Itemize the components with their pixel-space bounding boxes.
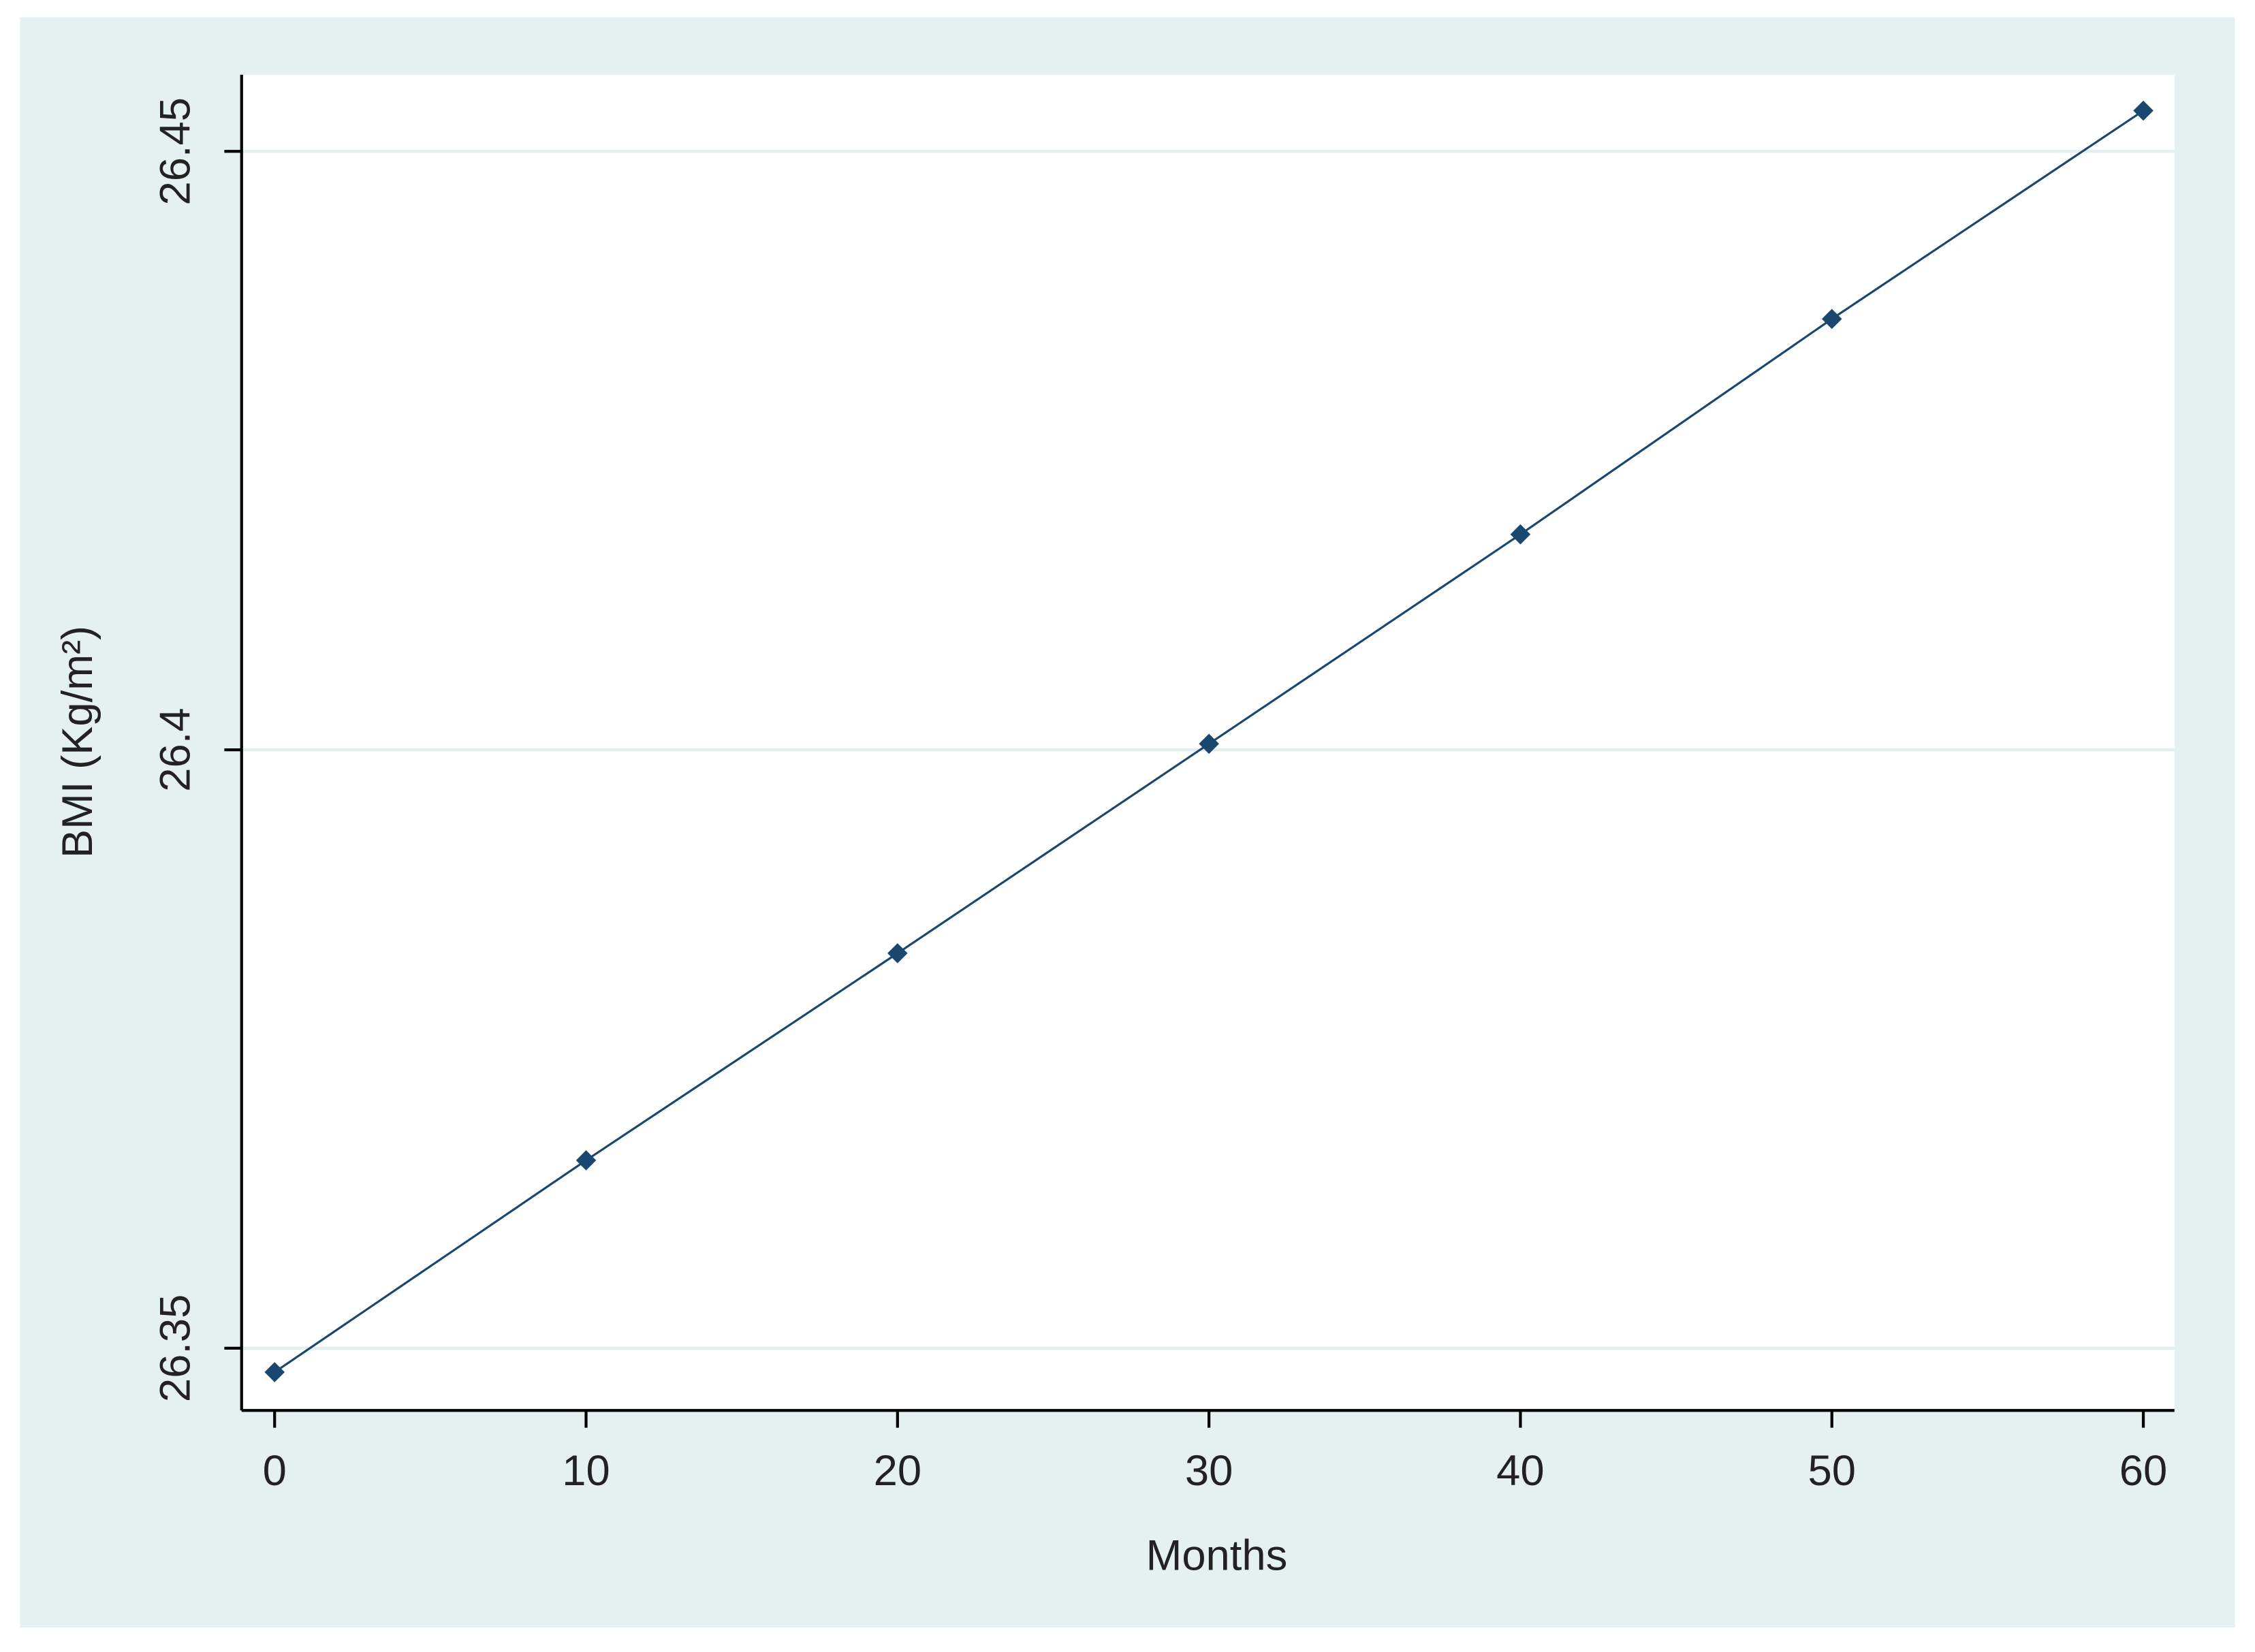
x-tick-label: 40 [1496, 1447, 1544, 1495]
data-point [264, 1362, 285, 1382]
x-tick-label: 50 [1808, 1447, 1855, 1495]
data-point [575, 1150, 597, 1171]
x-tick-label: 60 [2119, 1447, 2167, 1495]
x-tick-label: 0 [263, 1447, 287, 1495]
x-tick-label: 20 [874, 1447, 921, 1495]
y-axis-label: BMI (Kg/m²) [54, 626, 101, 858]
data-point [1510, 524, 1531, 545]
data-point [2133, 100, 2154, 121]
data-point [1199, 733, 1219, 754]
x-tick-label: 30 [1185, 1447, 1233, 1495]
y-tick-label: 26.45 [152, 97, 200, 205]
data-point [1821, 308, 1842, 330]
y-tick-label: 26.35 [152, 1294, 200, 1402]
y-tick-label: 26.4 [152, 708, 200, 791]
x-tick-label: 10 [562, 1447, 610, 1495]
x-axis-label: Months [1146, 1531, 1288, 1579]
data-point [887, 943, 908, 964]
